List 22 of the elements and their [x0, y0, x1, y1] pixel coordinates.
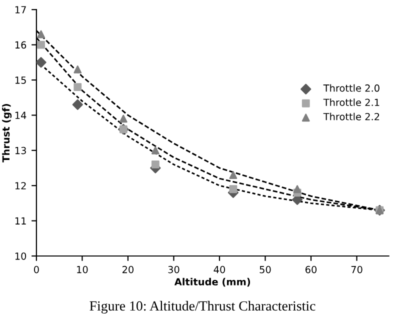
x-tick-label: 0 — [34, 266, 39, 274]
y-tick-label: 11 — [15, 217, 26, 224]
y-tick-label: 15 — [15, 76, 26, 84]
legend-label: Throttle 2.0 — [323, 84, 380, 92]
y-tick-label: 17 — [15, 6, 26, 14]
legend-label: Throttle 2.2 — [323, 112, 380, 120]
y-tick-label: 13 — [15, 146, 26, 154]
x-tick-label: 50 — [260, 266, 271, 274]
x-tick-label: 60 — [306, 266, 317, 274]
x-tick-label: 70 — [351, 266, 362, 274]
legend-label: Throttle 2.1 — [323, 98, 380, 106]
x-tick-label: 40 — [214, 266, 226, 274]
caption: Figure 10: Altitude/Thrust Characteristic — [90, 300, 316, 314]
x-axis-title: Altitude (mm) — [174, 278, 250, 287]
x-tick-label: 30 — [168, 266, 180, 274]
x-tick-label: 20 — [122, 266, 134, 274]
y-tick-label: 10 — [15, 252, 26, 260]
y-tick-label: 12 — [15, 182, 26, 190]
y-tick-label: 14 — [15, 112, 26, 119]
x-tick-label: 10 — [77, 266, 88, 274]
y-axis-title: Thrust (gf) — [2, 104, 12, 162]
y-tick-label: 16 — [15, 41, 26, 49]
